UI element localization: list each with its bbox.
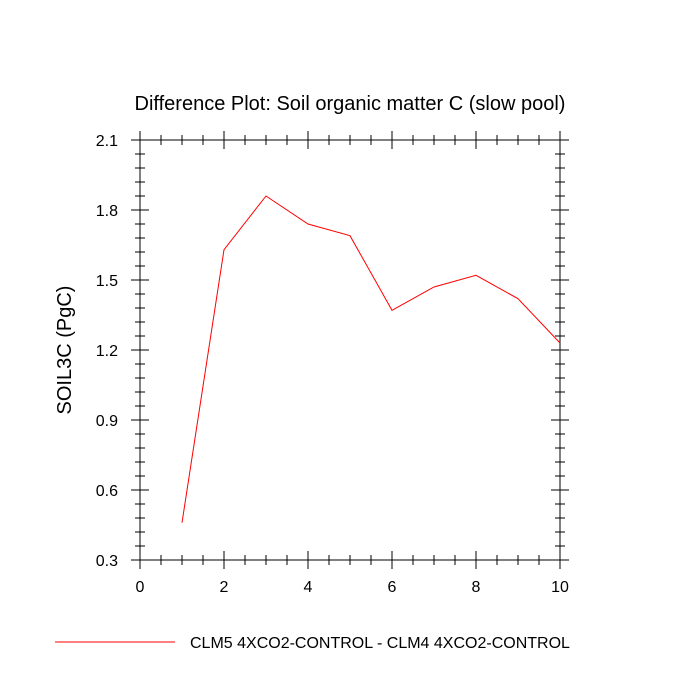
series-line [181,195,561,523]
y-tick-label: 1.2 [96,343,118,360]
axis-ticks: 0 2 4 6 8 10 0.3 0.6 0.9 1.2 1.5 1.8 2.1 [96,131,569,596]
plot-frame [139,139,561,561]
x-tick-label: 6 [388,579,397,596]
legend-label: CLM5 4XCO2-CONTROL - CLM4 4XCO2-CONTROL [190,635,570,652]
y-tick-label: 2.1 [96,133,118,150]
x-tick-label: 8 [472,579,481,596]
y-tick-label: 1.5 [96,273,118,290]
series-layer [181,195,561,523]
x-tick-label: 0 [136,579,145,596]
y-tick-label: 1.8 [96,203,118,220]
x-tick-label: 10 [551,579,569,596]
x-tick-label: 4 [304,579,313,596]
legend: CLM5 4XCO2-CONTROL - CLM4 4XCO2-CONTROL [55,635,570,652]
chart-title: Difference Plot: Soil organic matter C (… [135,93,566,115]
y-axis-label: SOIL3C (PgC) [54,286,76,415]
y-tick-label: 0.6 [96,483,118,500]
x-tick-label: 2 [220,579,229,596]
y-tick-label: 0.3 [96,553,118,570]
y-tick-label: 0.9 [96,413,118,430]
